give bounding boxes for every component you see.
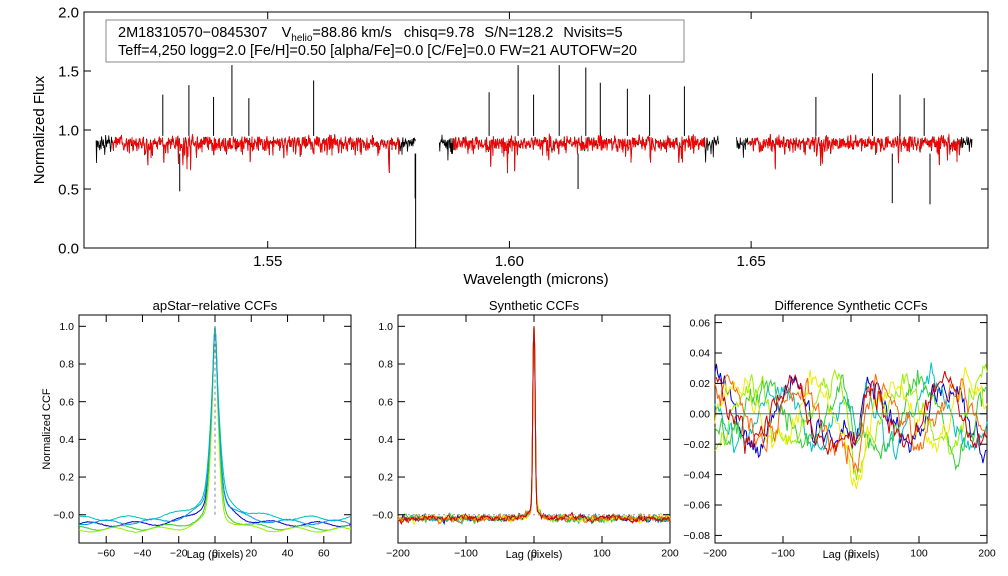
difference-ccf-xlabel: Lag (pixels) xyxy=(823,549,880,561)
y-tick-label: −0.0 xyxy=(372,509,393,521)
y-tick-label: 0.00 xyxy=(690,408,711,420)
star-id: 2M18310570−0845307 xyxy=(118,25,268,41)
y-tick-label: 1.0 xyxy=(58,122,79,139)
difference-ccf-series xyxy=(714,362,988,490)
y-tick-label: 0.02 xyxy=(690,378,711,390)
x-tick-label: 0 xyxy=(212,548,218,560)
difference-ccf-panel: −200 −100 0 100 200 −0.08 −0.06 −0.04 −0.02 0.00 0… xyxy=(683,298,995,561)
x-tick-label: −40 xyxy=(134,548,152,560)
apstar-ccf-panel: −60 −40 −20 0 20 40 60 −0.0 0.2 0.4 0.6 0.8 1.0 apSt… xyxy=(41,298,352,561)
y-tick-label: 0.5 xyxy=(58,181,79,198)
chisq-value: chisq=9.78 xyxy=(404,25,475,41)
x-tick-label: −60 xyxy=(97,548,115,560)
x-tick-label: −100 xyxy=(771,548,795,560)
difference-ccf-line xyxy=(714,362,988,460)
y-tick-label: 0.4 xyxy=(378,434,393,446)
spectrum-annotation-box xyxy=(105,19,685,63)
synthetic-ccf-line xyxy=(397,326,670,525)
y-tick-label: 2.0 xyxy=(58,4,79,21)
y-tick-label: −0.0 xyxy=(53,509,74,521)
spectrum-xlabel: Wavelength (microns) xyxy=(463,271,608,288)
model-spectrum-segment xyxy=(748,133,961,170)
x-tick-label: 20 xyxy=(245,548,257,560)
apstar-ccf-line xyxy=(78,326,352,533)
x-tick-label: −200 xyxy=(386,548,410,560)
x-tick-label: 40 xyxy=(282,548,294,560)
x-tick-label: 60 xyxy=(318,548,330,560)
nvisits-value: Nvisits=5 xyxy=(563,25,622,41)
x-tick-label: 0 xyxy=(531,548,537,560)
y-tick-label: 0.2 xyxy=(378,472,393,484)
spectrum-ylabel: Normalized Flux xyxy=(31,75,48,184)
apstar-ccf-series xyxy=(78,326,352,533)
synthetic-ccf-line xyxy=(397,326,671,525)
difference-ccf-frame xyxy=(714,314,988,544)
x-tick-label: 1.55 xyxy=(253,253,282,270)
synthetic-ccf-line xyxy=(397,326,671,526)
spectrum-panel: 1.55 1.60 1.65 0.0 0.5 1.0 1.5 2.0 2M18310570−0… xyxy=(31,4,989,288)
y-tick-label: 1.0 xyxy=(59,321,74,333)
snr-value: S/N=128.2 xyxy=(484,25,553,41)
y-tick-label: 1.0 xyxy=(378,321,393,333)
y-tick-label: 0.8 xyxy=(59,359,74,371)
spectrum-annotation-line1: 2M18310570−0845307 Vhelio=88.86 km/s chi… xyxy=(118,25,623,44)
y-tick-label: 0.4 xyxy=(59,434,74,446)
synthetic-ccf-xlabel: Lag (pixels) xyxy=(506,549,563,561)
vhelio-label: V xyxy=(282,25,292,41)
y-tick-label: 0.2 xyxy=(59,472,74,484)
y-tick-label: −0.02 xyxy=(683,439,710,451)
synthetic-ccf-ticks: −200 −100 0 100 200 −0.0 0.2 0.4 0.6 0.8 1.0 xyxy=(372,315,679,560)
x-tick-label: 200 xyxy=(978,548,996,560)
x-tick-label: −100 xyxy=(454,548,478,560)
spectrum-series xyxy=(95,65,973,248)
x-tick-label: 200 xyxy=(661,548,679,560)
synthetic-ccf-line xyxy=(397,326,671,525)
model-spectrum-segment xyxy=(453,133,705,174)
apstar-ccf-ticks: −60 −40 −20 0 20 40 60 −0.0 0.2 0.4 0.6 0.8 1.0 xyxy=(53,315,351,560)
y-tick-label: 0.6 xyxy=(378,396,393,408)
y-tick-label: −0.04 xyxy=(683,469,710,481)
difference-ccf-ticks: −200 −100 0 100 200 −0.08 −0.06 −0.04 −0.02 0.00 0… xyxy=(683,315,996,560)
difference-ccf-line xyxy=(714,373,988,473)
y-tick-label: 0.04 xyxy=(690,348,711,360)
difference-ccf-line xyxy=(714,366,988,490)
apstar-ccf-ylabel: Normalized CCF xyxy=(41,388,53,470)
difference-ccf-line xyxy=(714,370,988,471)
apstar-ccf-title: apStar−relative CCFs xyxy=(153,298,278,313)
x-tick-label: 100 xyxy=(593,548,611,560)
difference-ccf-title: Difference Synthetic CCFs xyxy=(775,298,928,313)
y-tick-label: 0.8 xyxy=(378,359,393,371)
x-tick-label: −200 xyxy=(703,548,727,560)
difference-ccf-line xyxy=(714,363,988,480)
synthetic-ccf-line xyxy=(397,326,671,525)
y-tick-label: 0.6 xyxy=(59,396,74,408)
vhelio-value: =88.86 km/s xyxy=(312,25,391,41)
spectrum-annotation-line2: Teff=4,250 logg=2.0 [Fe/H]=0.50 [alpha/F… xyxy=(118,43,637,59)
y-tick-label: −0.08 xyxy=(683,530,710,542)
synthetic-ccf-title: Synthetic CCFs xyxy=(489,298,580,313)
y-tick-label: 0.06 xyxy=(690,317,711,329)
vhelio-subscript: helio xyxy=(291,33,313,44)
synthetic-ccf-series xyxy=(397,326,671,526)
x-tick-label: 1.65 xyxy=(737,253,766,270)
x-tick-label: 1.60 xyxy=(495,253,524,270)
synthetic-ccf-frame xyxy=(397,314,671,544)
apstar-ccf-xlabel: Lag (pixels) xyxy=(187,549,244,561)
synthetic-ccf-line xyxy=(397,326,671,526)
spectrum-ticks: 1.55 1.60 1.65 0.0 0.5 1.0 1.5 2.0 xyxy=(58,4,988,270)
observed-spectrum-segment xyxy=(95,134,416,174)
y-tick-label: −0.06 xyxy=(683,500,710,512)
x-tick-label: 0 xyxy=(848,548,854,560)
y-tick-label: 0.0 xyxy=(58,240,79,257)
y-tick-label: 1.5 xyxy=(58,63,79,80)
model-spectrum-segment xyxy=(112,133,400,173)
synthetic-ccf-panel: −200 −100 0 100 200 −0.0 0.2 0.4 0.6 0.8 1.0 Synth… xyxy=(372,298,679,561)
x-tick-label: −20 xyxy=(170,548,188,560)
difference-ccf-line xyxy=(714,370,988,455)
x-tick-label: 100 xyxy=(910,548,928,560)
